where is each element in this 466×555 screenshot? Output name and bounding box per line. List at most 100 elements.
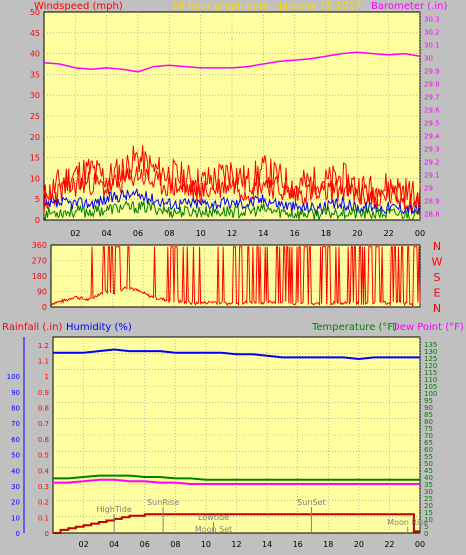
x-tick-label: 02 — [70, 229, 80, 238]
y-tick-label-right: 30.1 — [424, 42, 440, 50]
x-tick-label: 08 — [164, 229, 174, 238]
y-tick-label-humidity: 70 — [11, 420, 20, 428]
x-tick-label: 20 — [352, 229, 362, 238]
y-tick-label-temperature: 20 — [424, 502, 433, 510]
y-tick-label-rain: 0.4 — [38, 467, 50, 475]
y-tick-label-rain: 0.3 — [38, 483, 49, 491]
y-tick-label-right: 28.9 — [424, 198, 440, 206]
y-tick-label-right: 28.8 — [424, 211, 440, 219]
y-tick-label-temperature: 70 — [424, 432, 433, 440]
y-tick-label-temperature: 80 — [424, 418, 433, 426]
y-tick-label-left: 15 — [30, 154, 40, 163]
y-tick-label-right: 29.8 — [424, 81, 440, 89]
y-tick-label-right: 29.7 — [424, 94, 440, 102]
low-wind-series — [43, 200, 421, 221]
y-tick-label-rain: 0 — [45, 530, 49, 538]
y-tick-label-rain: 1.2 — [38, 342, 49, 350]
y-tick-label-left: 5 — [35, 195, 40, 204]
y-tick-label-temperature: 125 — [424, 355, 437, 363]
y-tick-label-right: 30.2 — [424, 29, 440, 37]
y-tick-label-humidity: 40 — [11, 467, 20, 475]
y-tick-label-temperature: 40 — [424, 474, 433, 482]
y-tick-label-temperature: 115 — [424, 369, 437, 377]
dewpoint-series — [53, 478, 420, 485]
y-tick-label-temperature: 95 — [424, 397, 433, 405]
y-tick-label-temperature: 60 — [424, 446, 433, 454]
compass-label: S — [434, 271, 441, 284]
y-tick-label-temperature: 5 — [424, 523, 428, 531]
y-tick-label-humidity: 80 — [11, 405, 20, 413]
y-tick-label-rain: 0.5 — [38, 452, 49, 460]
avg-wind-series — [43, 187, 421, 216]
y-tick-label-humidity: 20 — [11, 499, 20, 507]
x-tick-label: 12 — [227, 229, 237, 238]
y-tick-label-temperature: 50 — [424, 460, 433, 468]
windspeed-label: Windspeed (mph) — [34, 1, 123, 12]
wind-series — [43, 166, 421, 215]
annotation-label: Moon Rise — [387, 518, 428, 527]
y-tick-label-temperature: 90 — [424, 404, 433, 412]
compass-label: W — [432, 256, 443, 269]
wind-direction-series — [50, 246, 421, 307]
y-tick-label-temperature: 45 — [424, 467, 433, 475]
annotation-label: SunSet — [297, 498, 325, 507]
y-tick-label-rain: 1.1 — [38, 358, 49, 366]
humidity-label: Humidity (%) — [66, 322, 132, 333]
y-tick-label-temperature: 130 — [424, 348, 437, 356]
x-tick-label: 04 — [102, 229, 112, 238]
y-tick-label-rain: 0.1 — [38, 514, 49, 522]
y-tick-label-temperature: 15 — [424, 509, 433, 517]
y-tick-label-right: 29.5 — [424, 120, 440, 128]
x-tick-label: 22 — [384, 540, 394, 549]
compass-label: E — [434, 287, 441, 300]
y-tick-label-left: 180 — [32, 272, 47, 281]
y-tick-label-humidity: 10 — [11, 514, 20, 522]
x-tick-label: 22 — [384, 229, 394, 238]
wind-direction-chart: 0 90 180 270 360 — [32, 241, 421, 312]
x-tick-label: 04 — [109, 540, 119, 549]
y-tick-label-right: 29.4 — [424, 133, 440, 141]
y-tick-label-temperature: 105 — [424, 383, 437, 391]
x-tick-label: 06 — [133, 229, 143, 238]
annotation-label: Lowtide — [198, 513, 229, 522]
x-tick-label: 02 — [78, 540, 88, 549]
temperature-label: Temperature (°F) — [311, 322, 397, 333]
y-tick-label-rain: 1 — [45, 373, 49, 381]
graph-title: 24 hour graph date - January 18 2017 — [172, 1, 361, 12]
y-tick-label-left: 90 — [37, 288, 47, 297]
y-tick-label-humidity: 50 — [11, 452, 20, 460]
y-tick-label-right: 29.1 — [424, 172, 440, 180]
x-tick-label: 18 — [323, 540, 333, 549]
annotation-label: SunRise — [147, 498, 179, 507]
y-tick-label-humidity: 60 — [11, 436, 20, 444]
y-tick-label-right: 29.6 — [424, 107, 440, 115]
humidity-series — [53, 348, 420, 361]
y-tick-label-temperature: 35 — [424, 481, 433, 489]
x-tick-label: 16 — [290, 229, 300, 238]
barometer-label: Barometer (.in) — [371, 1, 447, 12]
y-tick-label-left: 30 — [30, 91, 40, 100]
y-tick-label-temperature: 135 — [424, 341, 437, 349]
y-tick-label-right: 29.2 — [424, 159, 440, 167]
y-tick-label-left: 0 — [35, 216, 40, 225]
barometer-series — [43, 51, 421, 73]
y-tick-label-right: 29 — [424, 185, 433, 193]
x-tick-label: 18 — [321, 229, 331, 238]
y-tick-label-temperature: 10 — [424, 516, 433, 524]
y-tick-label-right: 30.3 — [424, 16, 440, 24]
y-tick-label-left: 10 — [30, 174, 40, 183]
temperature-series — [53, 474, 420, 481]
y-tick-label-left: 270 — [32, 257, 47, 266]
y-tick-label-temperature: 120 — [424, 362, 437, 370]
wind-baro-chart: 0 5 10 15 20 25 30 35 40 45 50 28.8 28.9 29 29.1 29.2 29… — [30, 8, 440, 238]
y-tick-label-right: 30 — [424, 55, 433, 63]
x-tick-label: 10 — [201, 540, 211, 549]
y-tick-label-temperature: 25 — [424, 495, 433, 503]
y-tick-label-rain: 0.2 — [38, 499, 49, 507]
y-tick-label-temperature: 55 — [424, 453, 433, 461]
x-tick-label: 06 — [140, 540, 150, 549]
y-tick-label-rain: 0.8 — [38, 405, 49, 413]
y-tick-label-humidity: 30 — [11, 483, 20, 491]
y-tick-label-right: 29.3 — [424, 146, 440, 154]
